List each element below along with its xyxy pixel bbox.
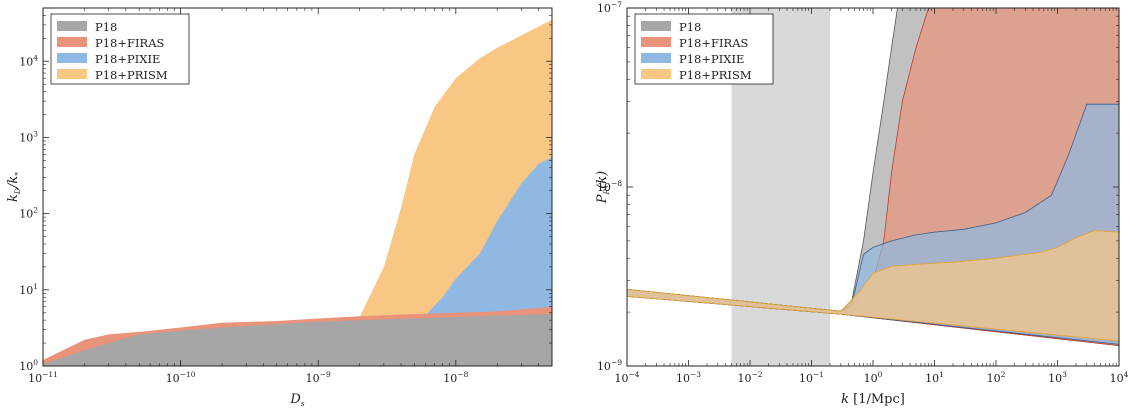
y-axis-label: PR(k) [595,171,611,204]
x-axis-label: k [1/Mpc] [841,392,905,407]
legend-label: P18+PRISM [679,68,752,82]
legend-label: P18+PIXIE [95,52,160,66]
x-tick-label: 104 [1110,370,1129,385]
x-tick-label: 10−1 [799,370,824,385]
series-band-p18-prism [627,230,1119,342]
legend-label: P18+FIRAS [679,36,748,50]
y-tick-label: 102 [19,206,38,221]
x-tick-label: 10−3 [676,370,701,385]
legend-swatch [641,69,671,79]
x-tick-label: 100 [864,370,883,385]
panel-1-data [43,19,552,366]
legend: P18 P18+FIRAS P18+PIXIE P18+PRISM [50,13,190,85]
x-tick-label: 10−8 [443,370,468,385]
x-tick-label: 10−10 [166,370,196,385]
legend-label: P18 [679,20,701,34]
x-tick-label: 10−9 [306,370,331,385]
legend-swatch [641,53,671,63]
x-tick-label: 102 [987,370,1006,385]
series-area-p18 [43,314,552,366]
legend-label: P18+FIRAS [95,36,164,50]
y-tick-label: 104 [19,53,38,68]
x-tick-label: 101 [925,370,944,385]
x-tick-label: 10−4 [614,370,639,385]
y-tick-label: 10−7 [597,0,622,15]
y-tick-label: 103 [19,129,38,144]
legend-swatch [57,21,87,31]
legend-swatch [57,37,87,47]
y-tick-label: 10−9 [597,358,622,373]
panel-1-axes: 10−11 10−10 10−9 10−8 100 101 102 103 104 [19,7,553,385]
series-area-p18-prism [43,19,552,366]
x-axis-label: Ds [289,392,304,407]
legend-label: P18+PRISM [95,68,168,82]
panel-2-axes: 10−4 10−3 10−2 10−1 100 101 102 103 104 10−9 10−8 1… [597,0,1129,385]
y-tick-label: 10−8 [597,179,622,194]
legend-swatch [641,21,671,31]
legend-swatch [57,53,87,63]
legend-swatch [57,69,87,79]
legend: P18 P18+FIRAS P18+PIXIE P18+PRISM [634,13,774,85]
legend-label: P18 [95,20,117,34]
y-tick-label: 100 [19,358,38,373]
x-tick-label: 103 [1048,370,1067,385]
x-tick-label: 10−2 [737,370,762,385]
x-tick-label: 10−11 [28,370,58,385]
y-axis-label: kD/k* [6,172,22,202]
plot-frame [42,7,553,367]
legend-swatch [641,37,671,47]
y-tick-label: 101 [19,282,38,297]
legend-label: P18+PIXIE [679,52,744,66]
